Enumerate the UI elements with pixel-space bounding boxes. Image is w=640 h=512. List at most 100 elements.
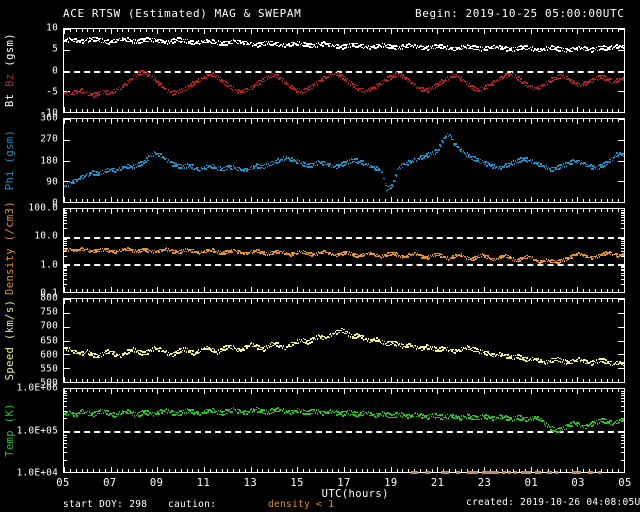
data-point (423, 90, 425, 92)
data-point (585, 427, 587, 430)
data-point (324, 161, 326, 164)
x-tick (303, 119, 305, 122)
caution-mark (425, 471, 430, 474)
data-point (218, 169, 221, 172)
data-point (68, 181, 71, 183)
data-point (251, 168, 254, 171)
data-point (146, 251, 149, 253)
x-tick (180, 119, 182, 122)
data-point (534, 161, 537, 164)
x-tick (268, 199, 270, 202)
data-point (92, 93, 94, 95)
data-point (167, 89, 170, 91)
x-tick (390, 119, 392, 124)
data-point (593, 166, 596, 168)
data-point (505, 163, 507, 165)
data-point (229, 42, 232, 45)
data-point (326, 43, 328, 46)
data-point (229, 251, 232, 254)
data-point (512, 46, 515, 49)
data-point (603, 45, 605, 47)
data-point (237, 92, 240, 94)
data-point (112, 170, 114, 172)
data-point (336, 47, 339, 49)
x-tick (414, 119, 415, 122)
data-point (492, 80, 495, 82)
x-tick (425, 209, 427, 212)
data-point (209, 40, 211, 43)
x-tick (279, 29, 281, 32)
x-tick (157, 107, 159, 112)
footer-caution-condition: density < 1 (268, 499, 335, 510)
data-point (185, 166, 188, 169)
data-point (503, 165, 505, 168)
data-point (392, 47, 394, 49)
data-point (112, 41, 114, 44)
data-point (227, 165, 229, 167)
data-point (513, 76, 516, 79)
data-point (457, 47, 459, 50)
data-point (132, 38, 135, 41)
data-point (195, 81, 197, 83)
x-tick (291, 109, 293, 112)
x-tick (338, 209, 340, 212)
x-tick (104, 289, 106, 292)
data-point (291, 84, 293, 87)
data-point (347, 82, 350, 84)
data-point (497, 47, 500, 49)
data-point (475, 157, 478, 160)
data-point (195, 167, 198, 169)
data-point (146, 40, 149, 43)
data-point (144, 38, 146, 40)
x-tick (606, 199, 608, 202)
x-tick (244, 209, 246, 212)
data-point (282, 408, 285, 410)
data-point (325, 251, 327, 254)
data-point (179, 351, 182, 353)
data-point (527, 159, 530, 162)
x-tick (104, 109, 106, 112)
data-point (200, 251, 203, 253)
x-tick (128, 289, 130, 292)
data-point (438, 149, 440, 151)
data-point (421, 349, 423, 352)
data-point (341, 251, 343, 254)
data-point (261, 78, 264, 80)
x-tick (443, 289, 445, 292)
data-point (220, 80, 223, 82)
data-point (137, 165, 140, 167)
data-point (362, 255, 365, 257)
data-point (586, 81, 588, 83)
data-point (158, 41, 160, 44)
data-point (538, 50, 540, 53)
data-point (185, 42, 188, 44)
data-point (195, 80, 198, 82)
data-point (141, 41, 143, 44)
x-tick (519, 199, 520, 202)
x-tick (81, 289, 83, 292)
x-tick (454, 119, 456, 122)
data-point (278, 160, 281, 162)
data-point (124, 165, 126, 168)
data-point (226, 43, 228, 46)
data-point (275, 250, 277, 252)
data-point (246, 251, 249, 254)
data-point (562, 47, 565, 50)
data-point (80, 247, 83, 249)
data-point (367, 338, 370, 340)
x-tick (262, 29, 264, 32)
data-point (117, 88, 120, 91)
data-point (287, 44, 290, 46)
data-point (507, 162, 509, 165)
data-point (588, 81, 590, 83)
data-point (311, 162, 314, 165)
x-tick (425, 119, 427, 122)
series-bz (64, 29, 624, 112)
x-tick (221, 109, 223, 112)
x-tick (396, 209, 398, 212)
data-point (344, 44, 347, 47)
data-point (426, 45, 428, 48)
data-point (281, 159, 284, 161)
data-point (497, 79, 500, 82)
data-point (533, 162, 536, 165)
